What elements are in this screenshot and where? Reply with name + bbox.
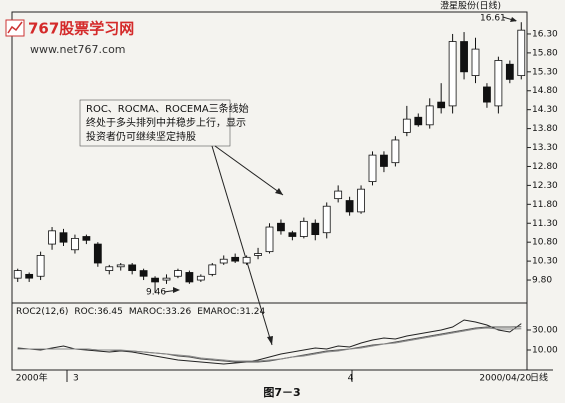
- y-tick-label: 15.30: [532, 67, 558, 77]
- candle-body: [448, 41, 457, 107]
- candle-body: [437, 101, 446, 109]
- y-tick-label: 10.00: [532, 346, 558, 356]
- y-tick-label: 30.00: [532, 326, 558, 336]
- candle-body: [265, 226, 274, 253]
- candle-body: [322, 205, 331, 234]
- candle-body: [391, 139, 400, 164]
- candle-body: [48, 230, 56, 245]
- annotation-arrows: [163, 16, 517, 293]
- y-tick-label: 14.80: [532, 86, 558, 96]
- indicator-title: ROC2(12,6): [16, 307, 68, 317]
- candle-body: [254, 253, 262, 256]
- watermark-url: www.net767.com: [30, 43, 126, 56]
- candle-body: [357, 188, 365, 213]
- watermark-logo: 767股票学习网: [28, 20, 134, 38]
- legend-entry: ROC:36.45: [74, 307, 122, 317]
- candle-body: [311, 222, 320, 236]
- candle-body: [483, 86, 491, 103]
- annotation-text: ROC、ROCMA、ROCEMA三条线始: [86, 102, 249, 115]
- candle-body: [494, 60, 503, 107]
- annotation-text: 终处于多头排列中并稳步上行，显示: [86, 116, 246, 129]
- annotation-text: 投资者仍可继续坚定持股: [86, 130, 196, 143]
- candle-body: [231, 256, 240, 262]
- candle-body: [151, 277, 159, 283]
- candle-body: [380, 154, 388, 167]
- candle-body: [460, 41, 468, 73]
- y-tick-label: 11.30: [532, 219, 558, 229]
- candle-body: [116, 264, 125, 268]
- legend: ROC2(12,6) ROC:36.45 MAROC:33.26 EMAROC:31.…: [16, 307, 265, 317]
- y-tick-label: 10.80: [532, 238, 558, 248]
- y-tick-label: 14.30: [532, 105, 558, 115]
- candle-body: [414, 116, 423, 126]
- candle-body: [105, 266, 114, 271]
- annotation-box: [79, 99, 284, 346]
- y-tick-label: 13.80: [532, 124, 558, 134]
- candle-body: [368, 154, 377, 183]
- candle-body: [36, 255, 45, 277]
- legend-entry: MAROC:33.26: [129, 307, 192, 317]
- x-axis-label: 日线: [530, 372, 548, 384]
- legend-entry: EMAROC:31.24: [197, 307, 265, 317]
- candle-body: [517, 29, 526, 77]
- x-tick-label: 3: [73, 374, 79, 384]
- y-tick-label: 13.30: [532, 143, 558, 153]
- candle-body: [174, 270, 182, 277]
- candle-body: [425, 105, 434, 126]
- candle-body: [25, 273, 34, 279]
- candle-body: [471, 48, 480, 77]
- candle-body: [299, 220, 308, 237]
- candle-body: [277, 222, 285, 232]
- y-tick-label: 10.30: [532, 257, 558, 267]
- figure-caption: 图7－3: [263, 386, 300, 399]
- y-tick-label: 12.80: [532, 162, 558, 172]
- candle-body: [185, 272, 194, 283]
- candle-body: [402, 118, 411, 133]
- y-tick-label: 16.30: [532, 29, 558, 39]
- candle-body: [13, 270, 22, 279]
- candle-body: [71, 237, 79, 251]
- annotation: 9.46: [146, 288, 166, 298]
- annotation: 16.61: [480, 14, 506, 24]
- candle-body: [162, 277, 171, 281]
- candle-body: [505, 63, 514, 80]
- watermark-logo-icon: [5, 19, 25, 37]
- candle-body: [196, 275, 205, 281]
- y-tick-label: 9.80: [532, 276, 552, 286]
- candle-body: [139, 270, 148, 277]
- candle-body: [242, 256, 251, 264]
- candle-body: [93, 243, 102, 264]
- x-tick-label: 2000/04/20: [479, 374, 531, 384]
- candle-body: [128, 264, 137, 271]
- candle-body: [59, 232, 68, 243]
- candle-body: [345, 200, 354, 213]
- candle-body: [334, 190, 343, 200]
- candle-body: [208, 264, 217, 275]
- y-tick-label: 11.80: [532, 200, 558, 210]
- x-tick-label: 4: [348, 374, 354, 384]
- indicator-line: [17, 327, 522, 362]
- candle-body: [82, 236, 91, 241]
- indicator-line: [17, 319, 522, 365]
- chart-title: 澄星股份(日线): [440, 0, 501, 12]
- y-tick-label: 12.30: [532, 181, 558, 191]
- y-tick-label: 15.80: [532, 48, 558, 58]
- candle-body: [288, 232, 297, 237]
- x-tick-label: 2000年: [16, 372, 48, 384]
- candle-body: [219, 258, 228, 264]
